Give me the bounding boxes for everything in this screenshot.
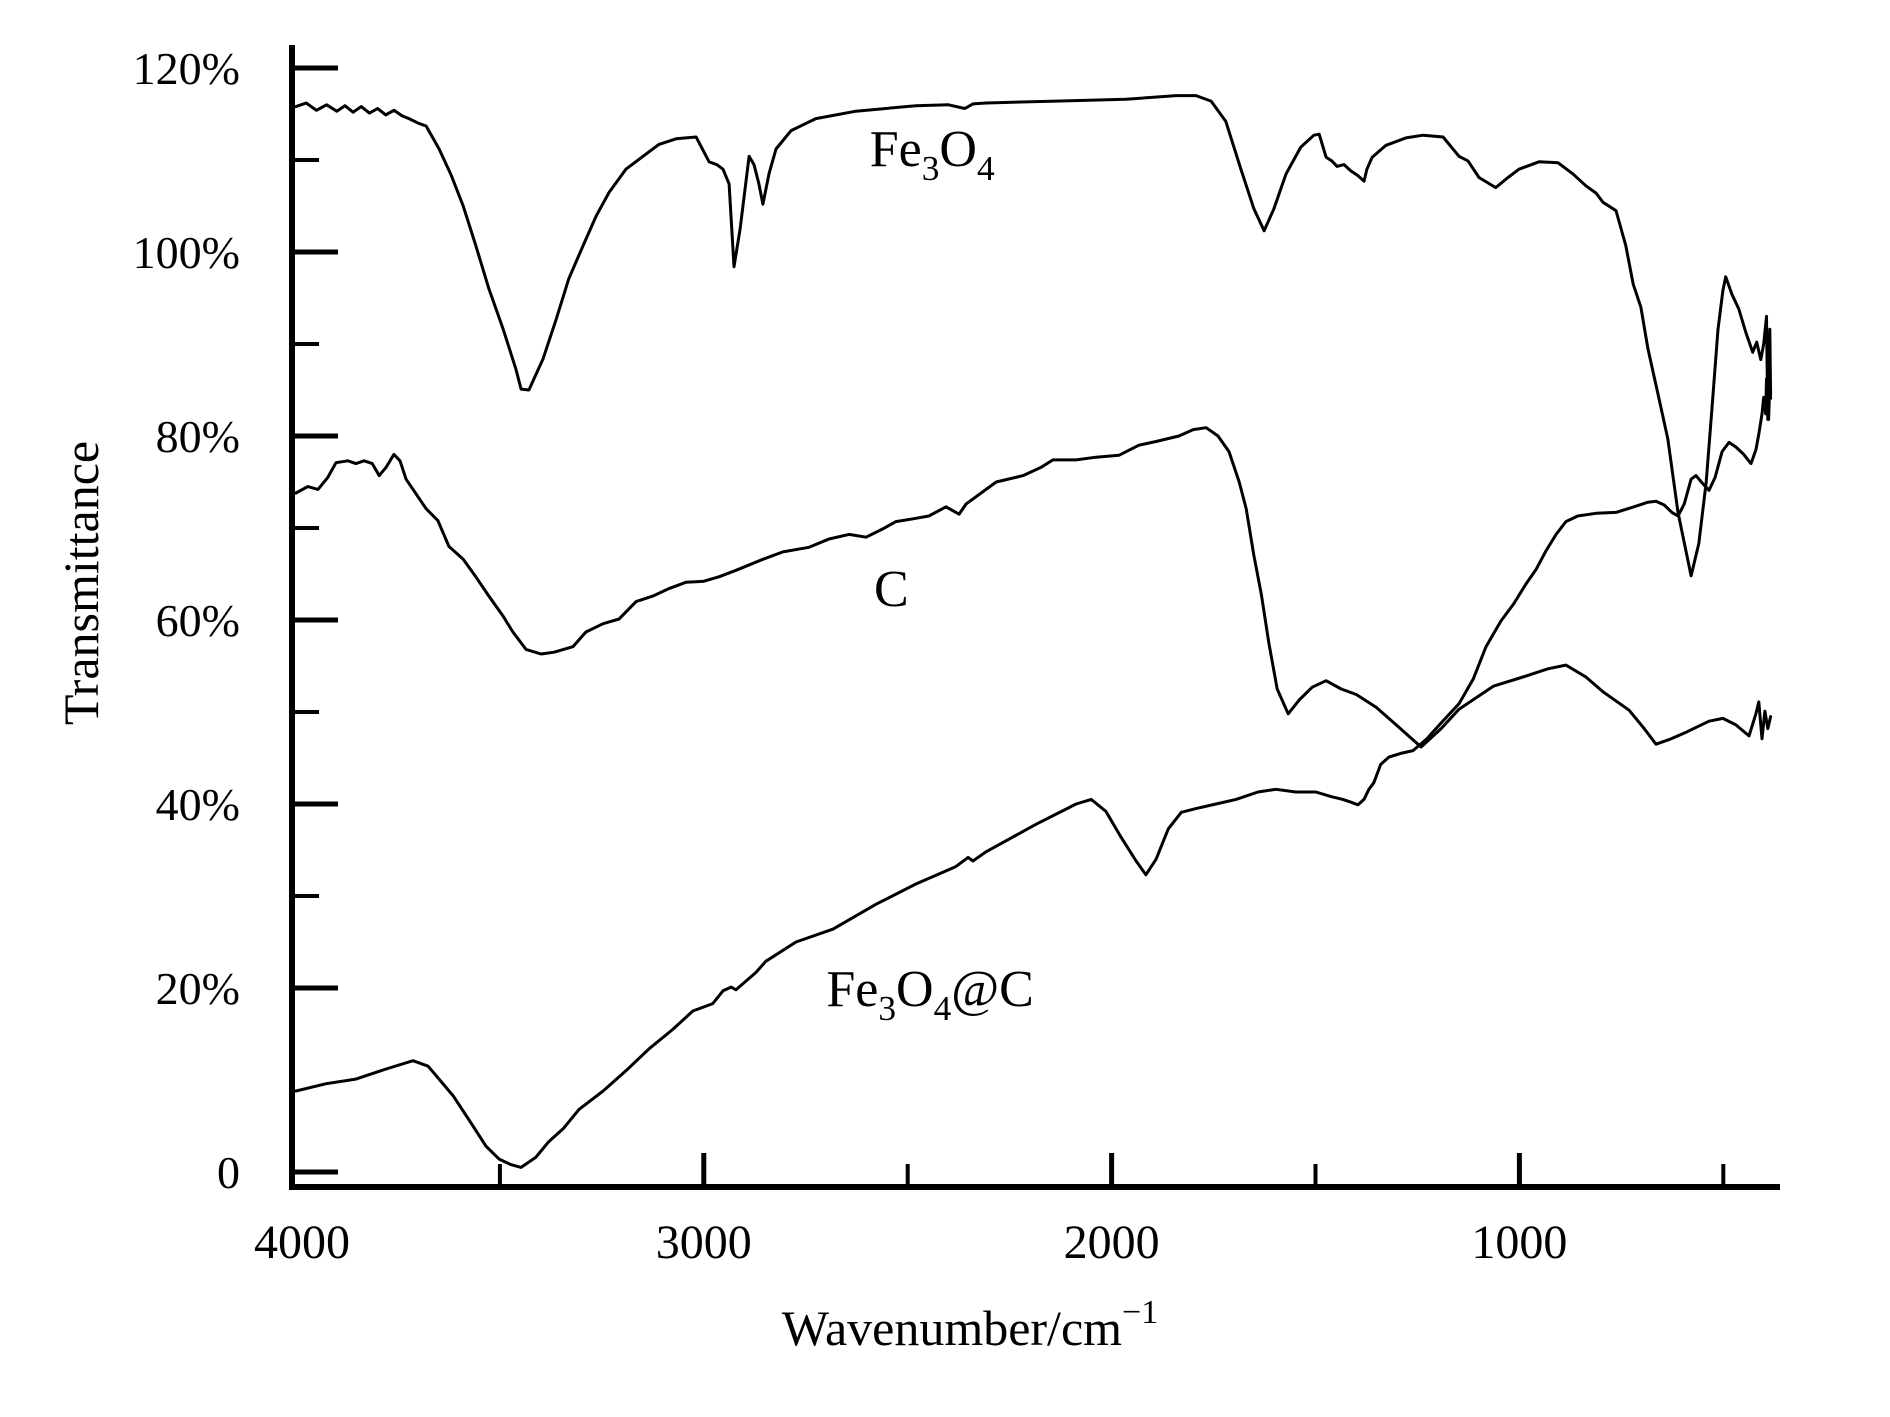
x-tick-label: 3000 bbox=[656, 1216, 752, 1269]
axis-lines bbox=[289, 45, 1780, 1190]
axis-titles: Transmittance Wavenumber/cm−1 bbox=[53, 441, 1158, 1356]
y-tick-label: 20% bbox=[156, 963, 240, 1014]
spectrum-curve-fe3o4 bbox=[294, 94, 1773, 578]
spectrum-curve-c bbox=[294, 426, 1773, 749]
y-tick-label: 80% bbox=[156, 411, 240, 462]
y-tick-label: 120% bbox=[133, 43, 240, 94]
curve-label-fe3o4: Fe3​O4​ bbox=[870, 121, 995, 188]
spectra-curves bbox=[294, 94, 1773, 1169]
x-tick-label: 4000 bbox=[254, 1216, 350, 1269]
axis-tick-labels: 0 20% 40% 60% 80% 100% 120% 4000 3000 2000 1000 bbox=[133, 43, 1568, 1269]
axis-ticks bbox=[292, 65, 1726, 1187]
y-tick-label: 60% bbox=[156, 595, 240, 646]
y-tick-label: 0 bbox=[217, 1147, 240, 1198]
x-tick-label: 2000 bbox=[1064, 1216, 1160, 1269]
curve-label-c: C bbox=[874, 561, 909, 618]
x-axis-title: Wavenumber/cm−1 bbox=[782, 1294, 1158, 1356]
spectrum-curve-fe3o4-at-c bbox=[294, 377, 1773, 1169]
y-tick-label: 40% bbox=[156, 779, 240, 830]
x-tick-label: 1000 bbox=[1471, 1216, 1567, 1269]
curve-labels: Fe3​O4​ C Fe3​O4​@C bbox=[826, 121, 1034, 1028]
curve-label-fe3o4-at-c: Fe3​O4​@C bbox=[826, 961, 1034, 1028]
y-axis-title: Transmittance bbox=[53, 441, 109, 725]
y-tick-label: 100% bbox=[133, 227, 240, 278]
